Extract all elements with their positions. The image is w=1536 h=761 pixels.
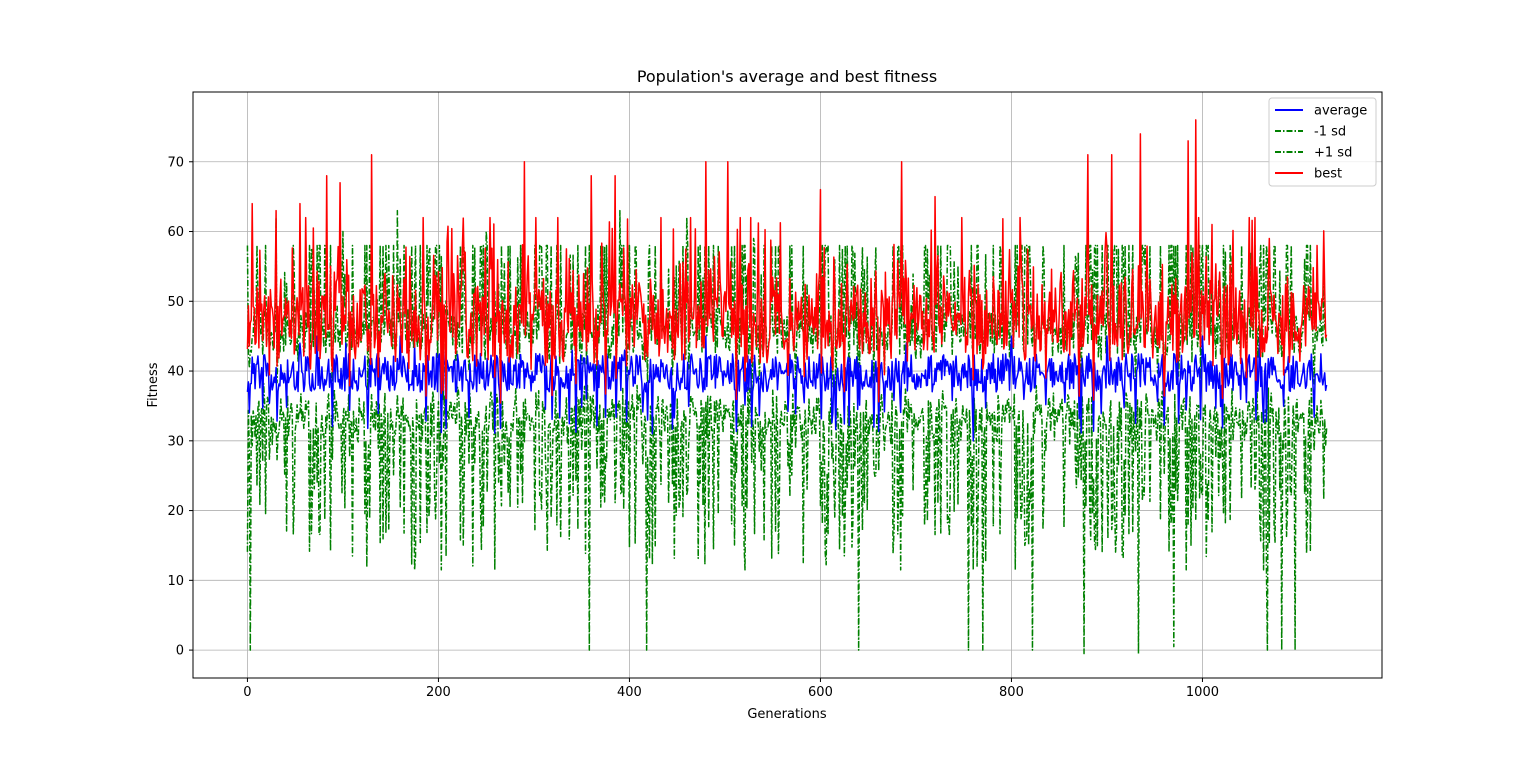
x-tick-label: 800 (999, 685, 1024, 700)
y-tick-label: 50 (167, 295, 184, 310)
legend-label: average (1314, 104, 1367, 119)
y-tick-label: 10 (167, 574, 184, 589)
chart-title: Population's average and best fitness (637, 67, 937, 86)
x-axis-label: Generations (747, 707, 827, 722)
y-tick-label: 70 (167, 155, 184, 170)
x-tick-label: 400 (617, 685, 642, 700)
y-tick-label: 0 (176, 644, 184, 659)
x-tick-label: 600 (808, 685, 833, 700)
y-axis-label: Fitness (146, 362, 161, 407)
x-tick-label: 200 (426, 685, 451, 700)
y-tick-label: 60 (167, 225, 184, 240)
y-tick-label: 20 (167, 504, 184, 519)
legend-label: -1 sd (1314, 125, 1346, 140)
legend-label: best (1314, 167, 1342, 182)
y-tick-label: 40 (167, 365, 184, 380)
legend: average -1 sd +1 sd best (1268, 97, 1377, 187)
series-lines (246, 119, 1328, 655)
x-tick-label: 0 (243, 685, 251, 700)
legend-label: +1 sd (1314, 146, 1352, 161)
series-line-1-sd (246, 209, 1328, 402)
y-tick-label: 30 (167, 434, 184, 449)
series-line-best (246, 119, 1328, 404)
legend-box (1268, 97, 1377, 187)
axis-ticks: 0 200 400 600 800 1000 0 10 20 30 40 50 60 70 (167, 155, 1219, 700)
series-line-1-sd (246, 382, 1328, 655)
plot-frame (192, 91, 1383, 679)
x-tick-label: 1000 (1186, 685, 1219, 700)
